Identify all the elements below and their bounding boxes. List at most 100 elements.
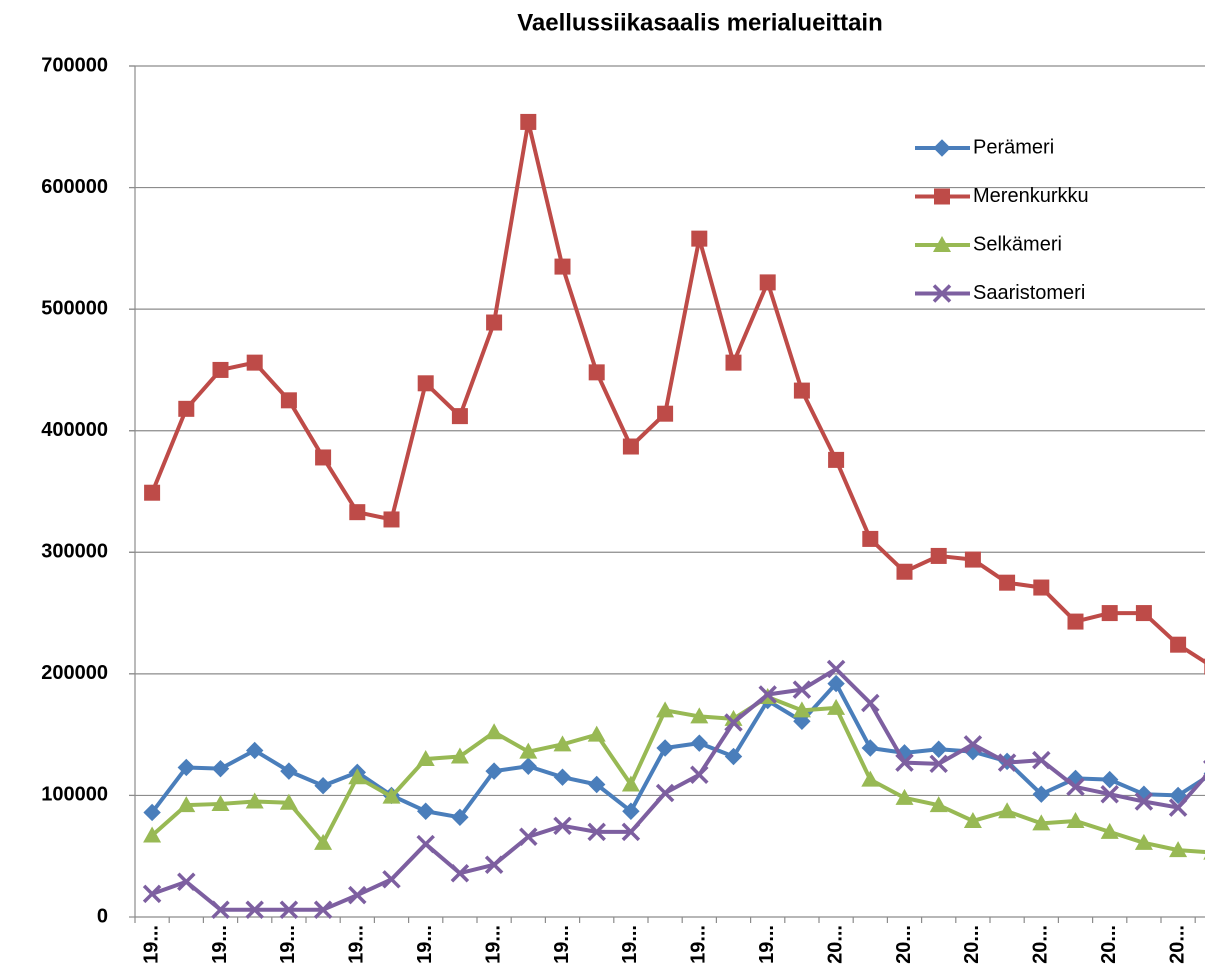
legend-marker bbox=[934, 188, 950, 205]
data-point bbox=[1135, 605, 1152, 622]
data-point bbox=[621, 775, 640, 792]
data-point bbox=[280, 762, 298, 780]
data-point bbox=[1169, 786, 1187, 805]
legend-marker bbox=[933, 236, 951, 252]
y-tick-label: 300000 bbox=[41, 541, 108, 563]
data-point bbox=[929, 796, 948, 813]
y-tick-label: 100000 bbox=[41, 784, 108, 806]
data-point bbox=[279, 793, 298, 810]
data-point bbox=[554, 258, 571, 275]
data-point bbox=[587, 725, 606, 742]
x-tick-label: 19... bbox=[688, 925, 710, 964]
y-tick-label: 400000 bbox=[41, 419, 108, 441]
data-point bbox=[724, 709, 743, 726]
data-point bbox=[1066, 811, 1085, 828]
data-point bbox=[382, 870, 401, 889]
data-point bbox=[963, 811, 982, 828]
x-tick-label: 19... bbox=[414, 925, 436, 964]
data-point bbox=[1032, 750, 1051, 770]
legend-label: Perämeri bbox=[973, 136, 1054, 158]
legend-entry: Perämeri bbox=[915, 136, 1054, 158]
data-point bbox=[691, 230, 708, 247]
data-point bbox=[348, 768, 367, 785]
data-point bbox=[622, 802, 640, 820]
x-tick-label: 19... bbox=[619, 925, 641, 964]
data-point bbox=[896, 563, 913, 580]
data-point bbox=[861, 739, 880, 757]
data-point bbox=[1134, 833, 1153, 850]
x-tick-label: 20... bbox=[1098, 925, 1120, 964]
data-point bbox=[895, 753, 914, 772]
data-point bbox=[826, 659, 846, 679]
data-point bbox=[1100, 770, 1119, 789]
data-point bbox=[827, 674, 845, 693]
data-point bbox=[143, 826, 162, 843]
data-point bbox=[964, 551, 981, 568]
x-tick-label: 19... bbox=[551, 925, 573, 964]
legend-entry: Selkämeri bbox=[915, 233, 1062, 255]
y-tick-label: 600000 bbox=[41, 176, 108, 198]
data-point bbox=[417, 375, 434, 392]
x-tick-label: 20... bbox=[1030, 925, 1052, 964]
data-point bbox=[656, 739, 674, 757]
data-point bbox=[997, 753, 1017, 772]
data-point bbox=[212, 361, 229, 378]
data-point bbox=[314, 776, 332, 795]
data-point bbox=[177, 758, 196, 777]
series-line bbox=[150, 694, 1205, 855]
data-point bbox=[313, 900, 333, 919]
x-tick-label: 19... bbox=[756, 925, 778, 964]
x-tick-label: 19... bbox=[140, 925, 162, 964]
y-tick-label: 200000 bbox=[41, 662, 108, 684]
data-point bbox=[724, 747, 743, 766]
data-point bbox=[142, 884, 162, 904]
data-point bbox=[862, 530, 879, 547]
data-point bbox=[587, 822, 606, 842]
data-point bbox=[690, 765, 709, 784]
data-point bbox=[1032, 785, 1051, 803]
series-line bbox=[150, 681, 1205, 820]
data-point bbox=[383, 511, 400, 528]
data-point bbox=[245, 792, 264, 809]
data-point bbox=[144, 484, 161, 501]
data-point bbox=[827, 698, 846, 715]
data-point bbox=[553, 735, 572, 752]
data-point bbox=[177, 796, 196, 813]
data-point bbox=[314, 833, 333, 850]
data-point bbox=[588, 364, 605, 381]
x-tick-label: 19... bbox=[209, 925, 231, 964]
data-point bbox=[690, 707, 709, 724]
data-point bbox=[416, 749, 435, 766]
data-point bbox=[656, 701, 675, 718]
data-point bbox=[1100, 822, 1119, 839]
data-point bbox=[520, 113, 537, 130]
data-point bbox=[245, 741, 264, 760]
legend-entry: Saaristomeri bbox=[915, 282, 1085, 304]
data-point bbox=[519, 827, 538, 847]
data-point bbox=[657, 405, 674, 422]
data-point bbox=[758, 685, 777, 704]
legend-marker bbox=[932, 284, 952, 303]
data-point bbox=[929, 754, 948, 774]
data-point bbox=[486, 314, 503, 331]
x-tick-label: 19... bbox=[346, 925, 368, 964]
data-point bbox=[895, 788, 914, 805]
data-point bbox=[1134, 792, 1154, 811]
data-point bbox=[998, 802, 1017, 819]
data-point bbox=[725, 354, 742, 371]
data-point bbox=[553, 768, 572, 786]
data-point bbox=[999, 574, 1016, 591]
data-point bbox=[211, 794, 230, 811]
y-tick-label: 500000 bbox=[41, 297, 108, 319]
data-point bbox=[211, 759, 230, 778]
x-tick-label: 20... bbox=[961, 925, 983, 964]
x-tick-label: 19... bbox=[277, 925, 299, 964]
data-point bbox=[1169, 841, 1188, 858]
x-tick-label: 20... bbox=[893, 925, 915, 964]
data-point bbox=[519, 742, 538, 759]
data-point bbox=[1067, 613, 1084, 630]
data-point bbox=[382, 787, 401, 804]
legend-entry: Merenkurkku bbox=[915, 185, 1089, 207]
data-point bbox=[315, 449, 332, 466]
